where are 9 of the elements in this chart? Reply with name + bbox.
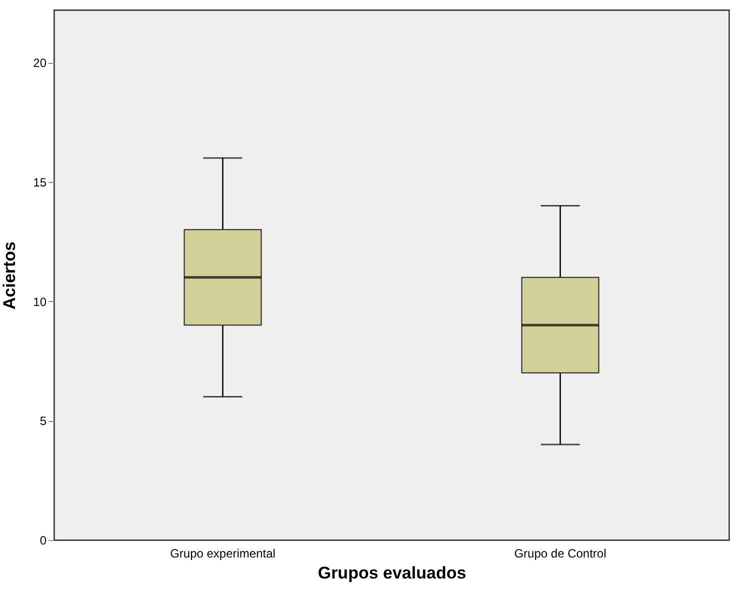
y-tick-label: 0 (40, 534, 47, 548)
y-tick-label: 20 (33, 56, 47, 70)
y-tick-label: 10 (33, 294, 47, 309)
x-tick-label: Grupo de Control (514, 546, 606, 560)
y-axis-title: Aciertos (0, 241, 20, 310)
y-tick-label: 5 (40, 414, 47, 428)
x-tick-label: Grupo experimental (170, 546, 276, 560)
x-axis-title: Grupos evaluados (318, 564, 466, 582)
y-tick-label: 15 (33, 175, 47, 190)
